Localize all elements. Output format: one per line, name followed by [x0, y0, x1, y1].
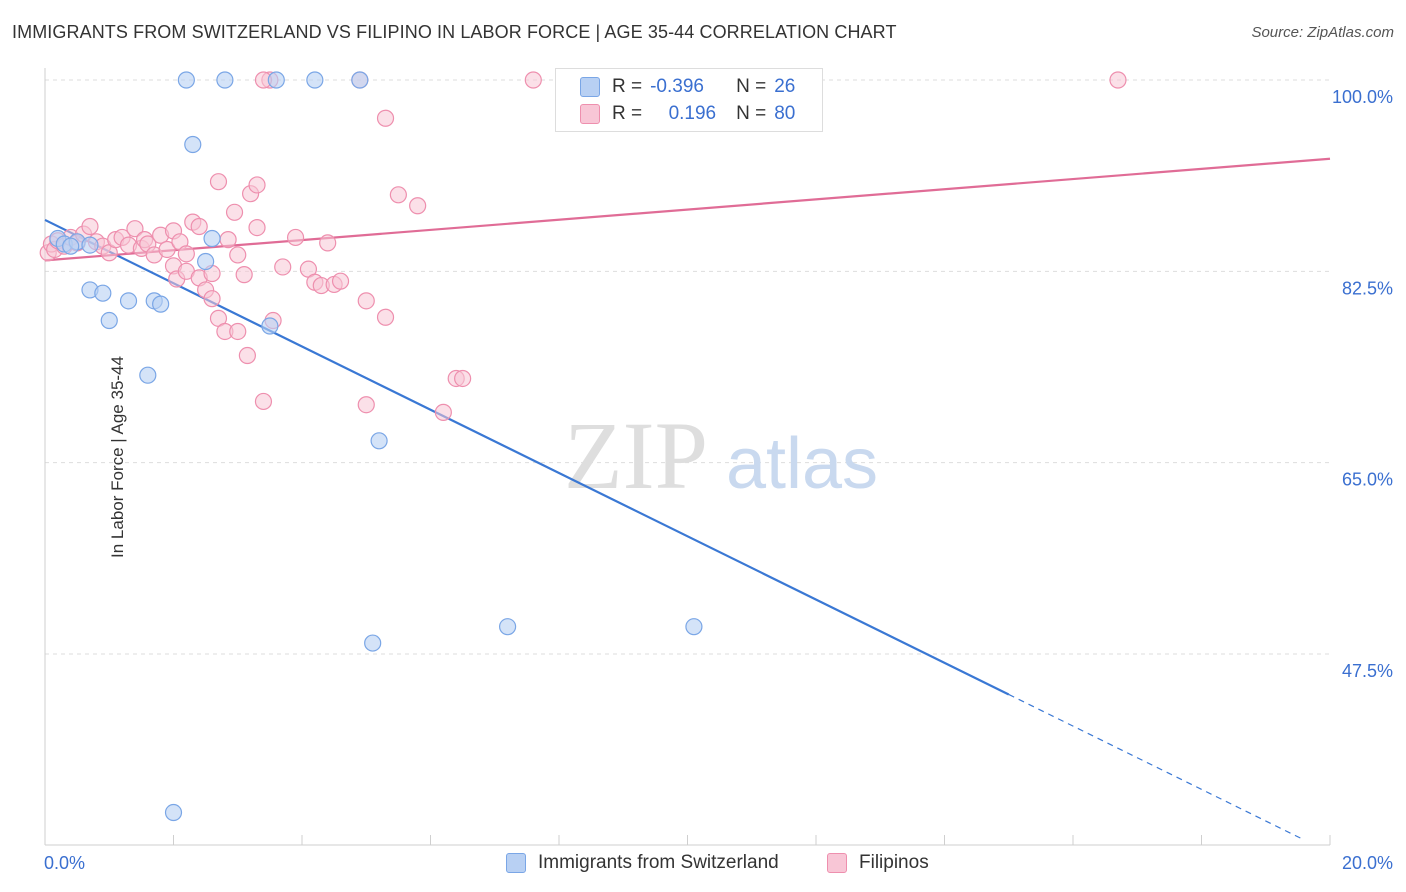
- point-filipinos-45: [254, 392, 273, 411]
- point-switzerland-4: [81, 236, 99, 254]
- bottom-legend-swatch-filipinos: [827, 853, 847, 873]
- point-filipinos-42: [248, 219, 266, 237]
- point-switzerland-19: [306, 71, 324, 89]
- source-label: Source: ZipAtlas.com: [1251, 24, 1394, 41]
- point-switzerland-21: [370, 432, 388, 450]
- point-filipinos-63: [454, 369, 472, 388]
- legend-r-value-2: 0.196: [668, 103, 717, 124]
- point-filipinos-59: [376, 109, 395, 127]
- y-tick-label-0: 47.5%: [1342, 661, 1393, 681]
- y-tick-label-1: 65.0%: [1342, 470, 1393, 490]
- trend-line-switzerland-extension: [1008, 693, 1305, 841]
- point-filipinos-15: [126, 220, 144, 238]
- point-switzerland-17: [216, 71, 234, 89]
- point-switzerland-10: [152, 295, 170, 313]
- point-filipinos-36: [219, 231, 237, 249]
- point-filipinos-58: [409, 197, 427, 215]
- bottom-legend-filipinos[interactable]: Filipinos: [827, 852, 929, 874]
- chart-title: IMMIGRANTS FROM SWITZERLAND VS FILIPINO …: [12, 22, 897, 42]
- point-filipinos-48: [286, 228, 305, 247]
- point-filipinos-56: [376, 308, 395, 326]
- point-filipinos-69: [209, 173, 228, 191]
- legend-r-value-1: -0.396: [650, 76, 704, 97]
- watermark-atlas: atlas: [726, 424, 878, 504]
- point-filipinos-29: [190, 217, 208, 236]
- legend-row-switzerland: R = -0.396 N = 26: [580, 75, 795, 99]
- legend-n-value-2: 80: [774, 103, 796, 124]
- point-filipinos-55: [357, 292, 375, 310]
- trend-line-filipinos: [44, 157, 1331, 262]
- watermark-zip: ZIP: [564, 402, 708, 509]
- point-switzerland-25: [164, 803, 183, 822]
- point-filipinos-66: [524, 71, 542, 89]
- point-filipinos-8: [81, 217, 99, 236]
- point-switzerland-22: [364, 634, 382, 652]
- bottom-legend: Immigrants from Switzerland Filipinos: [0, 852, 1406, 878]
- point-filipinos-68: [1109, 71, 1127, 89]
- x-tick-label-0: 0.0%: [44, 853, 85, 873]
- point-filipinos-60: [357, 396, 375, 414]
- legend-swatch-filipinos: [580, 104, 600, 124]
- point-filipinos-21: [158, 240, 176, 259]
- x-tick-label-1: 20.0%: [1342, 853, 1393, 873]
- data-points: [39, 71, 1127, 822]
- point-filipinos-52: [319, 234, 337, 252]
- point-filipinos-41: [248, 176, 266, 194]
- grid: [45, 79, 1330, 655]
- point-filipinos-37: [225, 203, 244, 221]
- legend-swatch-switzerland: [580, 77, 600, 97]
- point-switzerland-15: [261, 317, 279, 335]
- legend-n-label-1: N =: [736, 76, 767, 97]
- point-switzerland-8: [119, 292, 138, 310]
- axes: [44, 68, 1331, 846]
- bottom-legend-switzerland[interactable]: Immigrants from Switzerland: [506, 852, 779, 874]
- legend-r-label-1: R =: [612, 76, 643, 97]
- legend-r-label-2: R =: [612, 103, 643, 124]
- point-switzerland-14: [197, 252, 215, 271]
- point-filipinos-54: [331, 272, 350, 290]
- point-switzerland-16: [177, 71, 195, 89]
- watermark: ZIP atlas: [564, 402, 878, 509]
- legend-row-filipinos: R = 0.196 N = 80: [580, 102, 795, 126]
- point-filipinos-32: [203, 290, 221, 308]
- bottom-legend-label-filipinos: Filipinos: [859, 852, 929, 873]
- y-tick-label-2: 82.5%: [1342, 278, 1393, 298]
- point-switzerland-6: [94, 284, 112, 302]
- stats-legend: R = -0.396 N = 26 R = 0.196 N = 80: [555, 68, 823, 132]
- point-switzerland-20: [351, 71, 369, 89]
- legend-n-label-2: N =: [736, 103, 767, 124]
- y-tick-label-3: 100.0%: [1332, 87, 1393, 107]
- point-switzerland-3: [62, 237, 80, 255]
- tick-labels: 47.5% 65.0% 82.5% 100.0% 0.0% 20.0%: [44, 87, 1393, 873]
- bottom-legend-label-switzerland: Immigrants from Switzerland: [538, 852, 779, 873]
- legend-n-value-1: 26: [774, 76, 796, 97]
- point-filipinos-57: [389, 186, 407, 204]
- point-filipinos-38: [229, 246, 247, 264]
- point-filipinos-24: [177, 245, 195, 263]
- bottom-legend-swatch-switzerland: [506, 853, 526, 873]
- point-switzerland-7: [100, 311, 118, 330]
- point-switzerland-13: [203, 229, 221, 248]
- point-filipinos-47: [274, 258, 292, 276]
- point-switzerland-18: [267, 71, 285, 89]
- point-switzerland-24: [685, 618, 703, 636]
- point-switzerland-12: [184, 135, 202, 154]
- point-filipinos-61: [434, 403, 452, 421]
- point-filipinos-39: [235, 266, 253, 284]
- point-filipinos-44: [238, 346, 256, 365]
- point-filipinos-43: [229, 322, 247, 341]
- y-axis-label: In Labor Force | Age 35-44: [107, 356, 127, 558]
- point-switzerland-23: [499, 618, 517, 636]
- point-switzerland-11: [139, 366, 157, 384]
